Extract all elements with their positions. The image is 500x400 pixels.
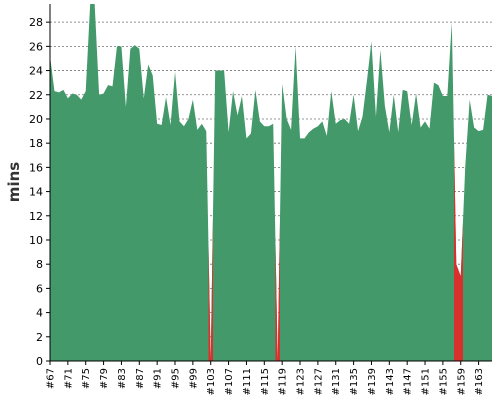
y-tick-label: 2 xyxy=(36,331,43,344)
x-tick-label: #147 xyxy=(403,368,414,395)
failure-marker xyxy=(275,222,280,361)
y-tick-label: 14 xyxy=(29,186,43,199)
y-tick-label: 20 xyxy=(29,113,43,126)
x-tick-label: #111 xyxy=(242,368,253,395)
x-tick-label: #119 xyxy=(278,368,289,395)
x-tick-label: #127 xyxy=(313,368,324,395)
x-tick-label: #79 xyxy=(99,368,110,389)
area-series xyxy=(50,4,492,361)
x-tick-label: #155 xyxy=(438,368,449,395)
x-tick-label: #123 xyxy=(296,368,307,395)
y-tick-label: 16 xyxy=(29,161,43,174)
y-tick-label: 6 xyxy=(36,282,43,295)
y-axis-title: mins xyxy=(5,162,23,202)
failure-marker xyxy=(208,215,213,361)
y-tick-label: 8 xyxy=(36,258,43,271)
x-tick-label: #135 xyxy=(349,368,360,395)
area-fill xyxy=(50,4,492,361)
x-tick-label: #143 xyxy=(385,368,396,395)
x-tick-label: #163 xyxy=(474,368,485,395)
x-tick-label: #87 xyxy=(135,368,146,389)
x-tick-label: #95 xyxy=(171,368,182,389)
x-tick-label: #139 xyxy=(367,368,378,395)
y-tick-label: 10 xyxy=(29,234,43,247)
x-tick-label: #159 xyxy=(456,368,467,395)
x-tick-label: #99 xyxy=(188,368,199,389)
x-tick-label: #67 xyxy=(46,368,57,389)
y-tick-label: 28 xyxy=(29,16,43,29)
x-tick-label: #151 xyxy=(421,368,432,395)
y-tick-label: 0 xyxy=(36,355,43,368)
y-tick-label: 12 xyxy=(29,210,43,223)
y-tick-label: 4 xyxy=(36,307,43,320)
y-tick-label: 24 xyxy=(29,65,43,78)
y-tick-label: 22 xyxy=(29,89,43,102)
y-tick-label: 26 xyxy=(29,40,43,53)
failure-marker xyxy=(458,221,463,361)
x-axis-ticks: #67 #71 #75 #79 #83 #87 #91 #95 #99 #103 #107 #111 #… xyxy=(46,361,485,395)
x-tick-label: #107 xyxy=(224,368,235,395)
failure-marker xyxy=(454,143,459,361)
x-tick-label: #103 xyxy=(206,368,217,395)
x-tick-label: #71 xyxy=(63,368,74,389)
x-tick-label: #131 xyxy=(331,368,342,395)
x-tick-label: #83 xyxy=(117,368,128,389)
y-tick-label: 18 xyxy=(29,137,43,150)
x-tick-label: #91 xyxy=(153,368,164,389)
x-tick-label: #115 xyxy=(260,368,271,395)
x-tick-label: #75 xyxy=(81,368,92,389)
